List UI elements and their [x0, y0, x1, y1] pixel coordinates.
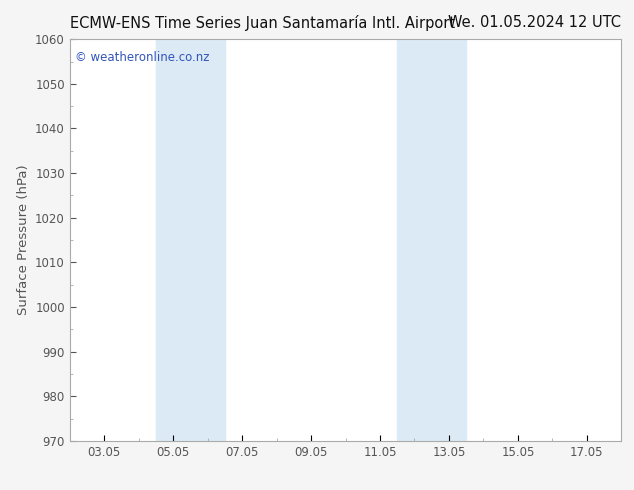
Bar: [398, 39, 466, 441]
Text: We. 01.05.2024 12 UTC: We. 01.05.2024 12 UTC: [448, 15, 621, 30]
Text: ECMW-ENS Time Series Juan Santamaría Intl. Airport: ECMW-ENS Time Series Juan Santamaría Int…: [70, 15, 455, 31]
Text: © weatheronline.co.nz: © weatheronline.co.nz: [75, 51, 210, 64]
Y-axis label: Surface Pressure (hPa): Surface Pressure (hPa): [16, 165, 30, 316]
Bar: [156, 39, 225, 441]
